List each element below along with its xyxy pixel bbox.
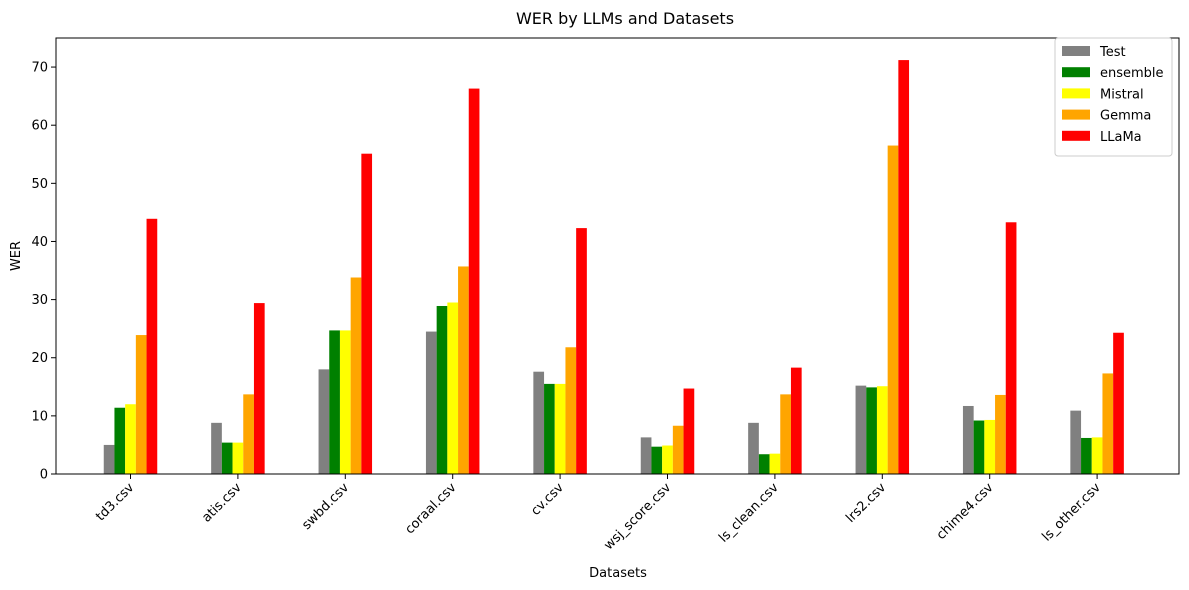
x-tick-label: ls_other.csv [1040, 480, 1105, 545]
bar-mistral-td3-csv [125, 404, 136, 474]
legend-label-ensemble: ensemble [1100, 66, 1164, 81]
bar-mistral-ls-clean-csv [769, 453, 781, 474]
bar-llama-ls-other-csv [1113, 332, 1124, 474]
y-axis-label: WER [9, 241, 24, 271]
chart-title: WER by LLMs and Datasets [516, 9, 734, 28]
bar-gemma-wsj-score-csv [672, 425, 684, 474]
y-tick-label: 70 [31, 61, 48, 76]
legend-label-llama: LLaMa [1100, 130, 1142, 145]
y-tick-label: 0 [40, 468, 48, 483]
x-tick-label: ls_clean.csv [716, 480, 782, 546]
bar-test-td3-csv [103, 444, 115, 474]
bar-gemma-coraal-csv [458, 266, 469, 474]
y-tick-label: 40 [31, 235, 48, 250]
bar-ensemble-atis-csv [221, 442, 233, 474]
legend-swatch-llama [1062, 130, 1090, 141]
bar-llama-ls-clean-csv [790, 367, 802, 474]
bar-test-lrs2-csv [855, 385, 867, 474]
x-axis-ticks: td3.csv atis.csv swbd.csv coraal.csv cv.csv w… [93, 474, 1104, 553]
legend-swatch-ensemble [1062, 67, 1090, 78]
bar-gemma-lrs2-csv [887, 145, 899, 475]
legend-swatch-mistral [1062, 88, 1090, 99]
y-tick-label: 50 [31, 177, 48, 192]
legend-label-mistral: Mistral [1100, 87, 1144, 102]
y-axis-ticks: 0 10 20 30 40 50 60 70 [31, 61, 56, 483]
y-tick-label: 30 [31, 293, 48, 308]
bar-mistral-coraal-csv [447, 302, 459, 474]
bar-llama-coraal-csv [468, 88, 480, 474]
bar-ensemble-coraal-csv [436, 305, 448, 474]
bar-test-wsj-score-csv [640, 437, 652, 474]
bar-mistral-swbd-csv [339, 330, 351, 474]
bar-gemma-swbd-csv [350, 277, 362, 474]
bar-ensemble-chime4-csv [973, 420, 985, 474]
x-tick-label: chime4.csv [934, 480, 997, 543]
bar-llama-swbd-csv [361, 153, 373, 474]
bar-ensemble-cv-csv [544, 383, 555, 474]
bar-gemma-ls-other-csv [1102, 373, 1114, 474]
x-tick-label: swbd.csv [299, 480, 352, 533]
bar-test-chime4-csv [962, 405, 974, 474]
bar-llama-lrs2-csv [898, 60, 910, 475]
bar-llama-wsj-score-csv [683, 388, 695, 474]
legend-swatch-gemma [1062, 109, 1090, 120]
bar-ensemble-swbd-csv [329, 330, 340, 474]
bar-llama-chime4-csv [1005, 222, 1017, 474]
bar-ensemble-lrs2-csv [866, 387, 877, 474]
bar-gemma-chime4-csv [995, 394, 1006, 474]
bar-ensemble-ls-clean-csv [758, 454, 770, 474]
bar-gemma-ls-clean-csv [780, 394, 791, 474]
bar-ensemble-td3-csv [114, 407, 126, 474]
x-tick-label: atis.csv [199, 480, 245, 526]
bar-test-coraal-csv [425, 331, 437, 474]
legend: Test ensemble Mistral Gemma LLaMa [1054, 37, 1173, 157]
bar-llama-atis-csv [253, 303, 265, 474]
bar-llama-cv-csv [576, 228, 587, 474]
legend-label-test: Test [1099, 45, 1126, 60]
bar-mistral-wsj-score-csv [662, 445, 673, 474]
bar-test-ls-clean-csv [748, 422, 759, 474]
y-tick-label: 20 [31, 351, 48, 366]
x-tick-label: td3.csv [93, 480, 137, 524]
bars-group [103, 60, 1124, 475]
bar-test-cv-csv [533, 371, 545, 474]
bar-gemma-cv-csv [565, 347, 577, 474]
bar-mistral-lrs2-csv [876, 386, 888, 474]
x-tick-label: coraal.csv [402, 480, 459, 537]
bar-ensemble-ls-other-csv [1081, 437, 1092, 474]
legend-label-gemma: Gemma [1100, 109, 1151, 124]
bar-test-atis-csv [211, 422, 222, 474]
y-tick-label: 10 [31, 409, 48, 424]
bar-mistral-cv-csv [554, 383, 566, 474]
y-tick-label: 60 [31, 119, 48, 134]
bar-gemma-atis-csv [243, 394, 254, 474]
bar-test-swbd-csv [318, 369, 330, 474]
plot-frame [55, 37, 1180, 475]
x-tick-label: wsj_score.csv [601, 480, 674, 553]
bar-ensemble-wsj-score-csv [651, 446, 663, 474]
x-tick-label: cv.csv [528, 480, 567, 519]
bar-llama-td3-csv [146, 218, 158, 474]
bar-mistral-chime4-csv [984, 419, 996, 474]
bar-gemma-td3-csv [135, 335, 147, 474]
bar-mistral-atis-csv [232, 442, 244, 474]
bar-mistral-ls-other-csv [1091, 437, 1103, 474]
legend-swatch-test [1062, 46, 1090, 56]
bar-test-ls-other-csv [1070, 410, 1082, 474]
x-tick-label: lrs2.csv [843, 480, 889, 526]
x-axis-label: Datasets [589, 566, 647, 581]
